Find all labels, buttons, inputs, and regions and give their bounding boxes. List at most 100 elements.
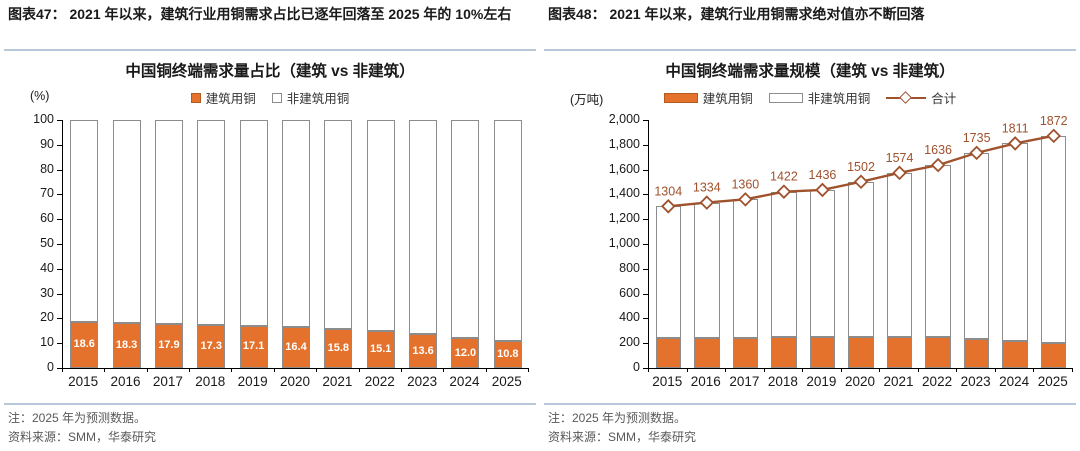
- x-tick-mark: [802, 368, 804, 372]
- line-value-label: 1636: [924, 143, 952, 157]
- x-tick-mark: [1033, 368, 1035, 372]
- line-marker-diamond-icon: [660, 199, 676, 214]
- legend-label: 非建筑用铜: [807, 92, 871, 106]
- line-marker-diamond-icon: [815, 182, 830, 198]
- bar-segment-construction: [963, 338, 990, 368]
- y-tick-mark: [643, 293, 648, 295]
- bar-segment-construction: [925, 337, 951, 368]
- line-marker-diamond-icon: [699, 195, 715, 210]
- x-axis-label: 2023: [960, 374, 991, 389]
- x-axis-label: 2024: [449, 374, 480, 389]
- legend-item-nonconstruction: 非建筑用铜: [271, 88, 350, 107]
- y-tick-label: 1,800: [608, 136, 640, 151]
- x-axis-label: 2018: [195, 374, 226, 389]
- bar-segment-nonconstruction: [963, 152, 990, 339]
- x-axis-label: 2023: [407, 374, 438, 389]
- bar-segment-nonconstruction: [197, 120, 226, 326]
- y-tick-mark: [643, 219, 648, 221]
- y-tick-mark: [57, 368, 62, 369]
- y-tick-label: 600: [619, 285, 640, 300]
- bar-value-label: 10.8: [497, 348, 519, 361]
- line-marker-diamond-icon: [738, 192, 753, 207]
- y-tick-label: 0: [47, 360, 54, 374]
- y-tick-label: 30: [40, 285, 54, 300]
- y-tick-mark: [643, 368, 648, 369]
- x-tick-mark: [763, 368, 765, 372]
- bar-segment-nonconstruction: [366, 120, 395, 331]
- line-value-label: 1360: [731, 177, 759, 191]
- white-square-swatch-icon: [271, 92, 282, 103]
- line-value-label: 1334: [693, 181, 721, 195]
- chart-source: 资料来源：SMM，华泰研究: [8, 430, 156, 444]
- bar-segment-construction: [886, 337, 913, 368]
- bar-segment-construction: [409, 334, 438, 368]
- x-tick-mark: [443, 368, 445, 372]
- bar-segment-construction: [112, 322, 141, 368]
- y-tick-mark: [643, 268, 648, 270]
- bar-value-label: 12.0: [454, 346, 477, 359]
- x-axis-label: 2017: [152, 374, 183, 389]
- y-tick-mark: [643, 194, 648, 196]
- bar-value-label: 18.3: [115, 338, 138, 351]
- bar-value-label: 16.4: [285, 341, 307, 354]
- legend-item-construction: 建筑用铜: [663, 88, 753, 107]
- chart-legend: 建筑用铜 非建筑用铜: [0, 88, 540, 107]
- y-tick-label: 1,400: [608, 186, 640, 201]
- x-axis-label: 2015: [652, 374, 683, 389]
- bar-segment-construction: [771, 337, 797, 368]
- bar-segment-construction: [1002, 341, 1028, 368]
- orange-bar-swatch-icon: [663, 92, 698, 103]
- line-diamond-swatch-icon: [886, 91, 927, 104]
- x-tick-mark: [648, 368, 649, 372]
- y-tick-label: 100: [33, 112, 54, 126]
- x-tick-mark: [879, 368, 881, 372]
- x-axis-label: 2015: [68, 374, 99, 389]
- bar-segment-nonconstruction: [732, 199, 759, 338]
- figure-47-panel: 图表47： 2021 年以来，建筑行业用铜需求占比已逐年回落至 2025 年的 …: [0, 6, 540, 444]
- y-tick-mark: [643, 169, 648, 171]
- line-marker-diamond-icon: [1046, 128, 1061, 144]
- line-value-label: 1811: [1002, 121, 1029, 135]
- line-value-label: 1304: [654, 184, 682, 198]
- bar-segment-construction: [848, 337, 874, 368]
- bar-segment-nonconstruction: [409, 120, 438, 335]
- legend-label: 建筑用铜: [205, 92, 256, 106]
- line-marker-diamond-icon: [776, 184, 792, 199]
- bar-value-label: 17.1: [242, 340, 265, 353]
- footer-divider: [544, 403, 1076, 405]
- bar-segment-nonconstruction: [886, 172, 913, 338]
- bar-segment-construction: [809, 337, 836, 368]
- x-tick-mark: [686, 368, 688, 372]
- bar-segment-nonconstruction: [493, 120, 522, 342]
- bar-segment-construction: [154, 323, 183, 368]
- x-axis-label: 2024: [999, 374, 1030, 389]
- y-tick-label: 80: [40, 161, 54, 176]
- y-tick-mark: [57, 169, 62, 171]
- x-axis-label: 2020: [844, 374, 875, 389]
- bar-value-label: 15.1: [370, 342, 392, 355]
- x-tick-mark: [725, 368, 727, 372]
- x-axis-label: 2021: [883, 374, 914, 389]
- x-tick-mark: [994, 368, 996, 372]
- bar-value-label: 15.8: [327, 341, 350, 354]
- bar-segment-nonconstruction: [282, 120, 310, 328]
- y-tick-label: 200: [619, 335, 640, 350]
- line-value-label: 1574: [886, 151, 914, 165]
- y-tick-label: 70: [40, 186, 54, 201]
- legend-label: 非建筑用铜: [286, 92, 350, 106]
- x-axis-label: 2022: [364, 374, 395, 389]
- x-tick-mark: [231, 368, 233, 372]
- y-tick-mark: [643, 144, 648, 146]
- bar-segment-construction: [694, 337, 720, 368]
- y-tick-label: 1,200: [608, 211, 640, 226]
- y-tick-label: 800: [619, 260, 640, 275]
- legend-item-construction: 建筑用铜: [190, 88, 256, 107]
- bar-value-label: 17.3: [200, 340, 222, 353]
- x-tick-mark: [528, 368, 529, 372]
- y-tick-mark: [57, 144, 62, 146]
- bar-segment-nonconstruction: [694, 202, 720, 338]
- y-tick-mark: [57, 219, 62, 221]
- x-axis-label: 2025: [1037, 374, 1068, 389]
- bar-segment-construction: [1041, 342, 1067, 368]
- x-tick-mark: [316, 368, 318, 372]
